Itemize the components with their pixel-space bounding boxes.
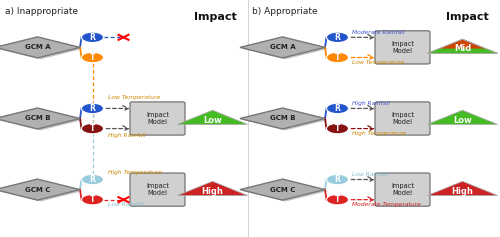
Text: T: T [90, 195, 95, 204]
Circle shape [326, 32, 348, 43]
Text: T: T [335, 124, 340, 133]
Text: b) Appropriate: b) Appropriate [252, 7, 318, 16]
Circle shape [326, 52, 348, 63]
Polygon shape [178, 110, 248, 124]
Text: Impact
Model: Impact Model [146, 112, 169, 125]
Text: Impact
Model: Impact Model [391, 41, 414, 54]
Text: R: R [90, 104, 96, 113]
Polygon shape [428, 110, 498, 124]
Text: T: T [90, 53, 95, 62]
Polygon shape [0, 179, 80, 200]
Circle shape [326, 174, 348, 185]
Polygon shape [0, 38, 83, 59]
Circle shape [82, 123, 104, 134]
Circle shape [82, 194, 104, 205]
Polygon shape [0, 109, 83, 130]
Circle shape [82, 32, 104, 43]
FancyBboxPatch shape [375, 173, 430, 206]
Polygon shape [428, 181, 498, 196]
Text: Low Rainfall: Low Rainfall [108, 202, 144, 207]
Text: R: R [90, 175, 96, 184]
Text: T: T [90, 124, 95, 133]
Text: GCM C: GCM C [25, 187, 50, 193]
Circle shape [326, 194, 348, 205]
Text: GCM C: GCM C [270, 187, 295, 193]
Text: Moderate Temperature: Moderate Temperature [352, 202, 422, 207]
FancyBboxPatch shape [130, 102, 185, 135]
FancyBboxPatch shape [375, 102, 430, 135]
Polygon shape [243, 109, 328, 130]
Text: High Rainfall: High Rainfall [108, 133, 145, 138]
Circle shape [82, 103, 104, 114]
Text: Low Temperature: Low Temperature [352, 60, 405, 65]
Text: Impact: Impact [446, 12, 489, 22]
Text: Low Rainfall: Low Rainfall [352, 172, 388, 177]
Text: High: High [452, 187, 473, 196]
Text: Impact
Model: Impact Model [146, 183, 169, 196]
Text: Moderate Rainfall: Moderate Rainfall [352, 30, 405, 35]
Circle shape [326, 123, 348, 134]
Circle shape [326, 103, 348, 114]
Text: T: T [335, 195, 340, 204]
Text: GCM A: GCM A [24, 44, 50, 50]
Text: R: R [334, 33, 340, 42]
Text: Mid: Mid [454, 45, 471, 54]
Polygon shape [178, 181, 248, 196]
Text: a) Inappropriate: a) Inappropriate [5, 7, 78, 16]
Text: Impact: Impact [194, 12, 236, 22]
Text: High Temperature: High Temperature [108, 170, 162, 175]
Polygon shape [428, 49, 498, 53]
Text: High Rainfall: High Rainfall [352, 101, 390, 106]
Circle shape [82, 52, 104, 63]
Polygon shape [0, 108, 80, 129]
Text: Low Temperature: Low Temperature [108, 95, 160, 100]
Text: GCM B: GCM B [270, 115, 295, 122]
Text: R: R [334, 104, 340, 113]
Polygon shape [428, 39, 498, 53]
Polygon shape [240, 37, 325, 58]
Text: GCM B: GCM B [25, 115, 50, 122]
Text: Impact
Model: Impact Model [391, 112, 414, 125]
Polygon shape [0, 37, 80, 58]
Polygon shape [0, 181, 83, 201]
Text: T: T [335, 53, 340, 62]
Text: R: R [90, 33, 96, 42]
FancyBboxPatch shape [130, 173, 185, 206]
Text: GCM A: GCM A [270, 44, 295, 50]
Text: High Temperature: High Temperature [352, 131, 406, 136]
Polygon shape [240, 108, 325, 129]
Text: R: R [334, 175, 340, 184]
Polygon shape [243, 38, 328, 59]
Text: High: High [202, 187, 224, 196]
Text: Low: Low [453, 116, 472, 125]
Text: Impact
Model: Impact Model [391, 183, 414, 196]
Polygon shape [240, 179, 325, 200]
Circle shape [82, 174, 104, 185]
Polygon shape [243, 181, 328, 201]
Text: Low: Low [203, 116, 222, 125]
FancyBboxPatch shape [375, 31, 430, 64]
